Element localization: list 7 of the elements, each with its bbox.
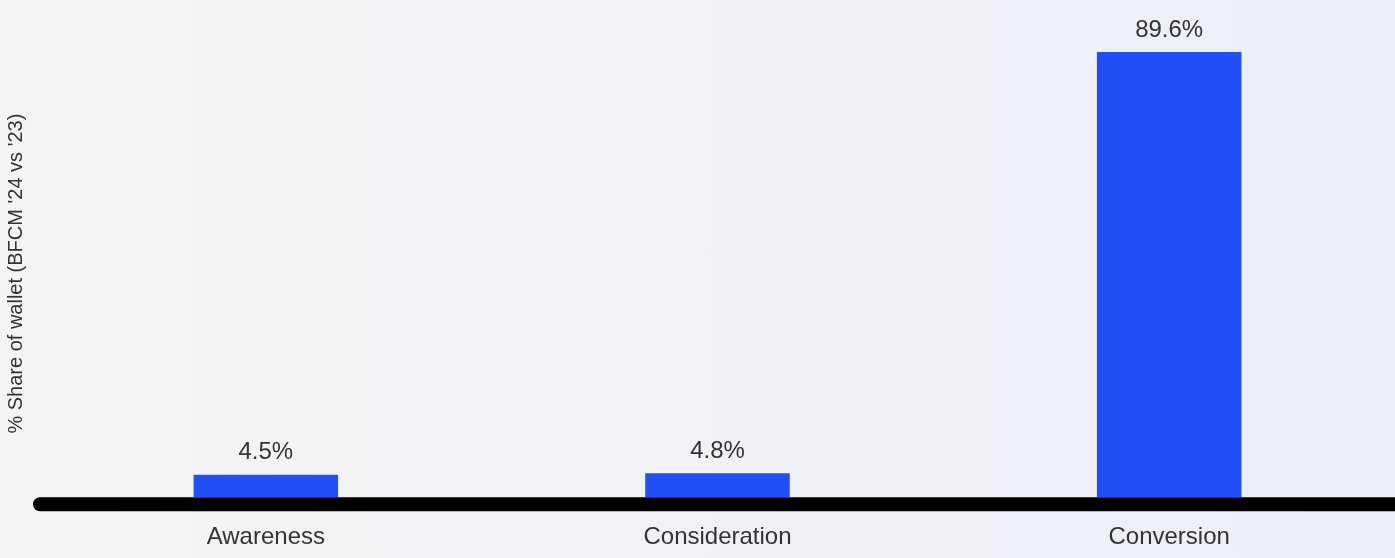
- data-label: 4.5%: [238, 437, 294, 465]
- x-tick-label: Consideration: [643, 522, 792, 550]
- x-tick-label: Conversion: [1108, 522, 1230, 550]
- y-axis-title: % Share of wallet (BFCM '24 vs '23): [3, 113, 26, 434]
- x-tick-label: Awareness: [206, 522, 325, 550]
- data-label: 4.8%: [690, 435, 745, 463]
- data-label: 89.6%: [1135, 14, 1204, 42]
